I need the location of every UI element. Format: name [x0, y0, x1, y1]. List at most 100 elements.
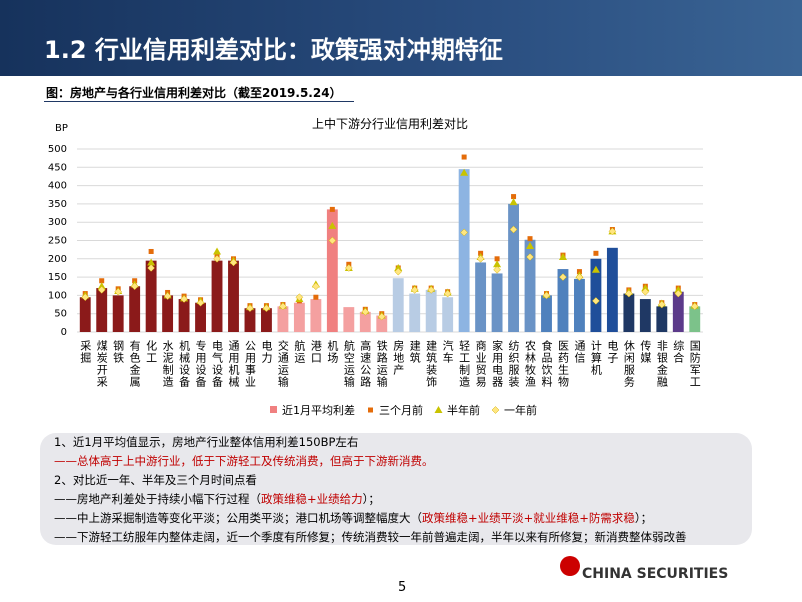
x-tick-label: 食品饮料	[540, 339, 553, 388]
x-tick-label: 采掘	[79, 340, 92, 364]
x-tick-label: 纺织服装	[507, 339, 520, 388]
marker-triangle	[394, 263, 403, 271]
bar	[524, 239, 536, 332]
bar	[326, 209, 338, 332]
text-segment: 政策维稳+业绩给力	[261, 492, 363, 506]
marker-square	[148, 248, 154, 254]
x-tick-label: 汽车	[441, 339, 454, 364]
x-tick-label: 铁路运输	[375, 340, 388, 388]
bar	[458, 169, 470, 332]
marker-diamond	[443, 289, 452, 298]
bar	[310, 299, 322, 332]
marker-diamond	[625, 289, 633, 298]
text-segment: ——中上游采掘制造等变化平淡；公用类平淡；港口机场等调整幅度大（	[54, 511, 422, 525]
bar	[541, 295, 552, 332]
bar	[392, 278, 404, 332]
bar	[475, 262, 487, 332]
marker-triangle	[328, 221, 337, 229]
marker-diamond	[147, 264, 155, 272]
x-tick-label: 专用设备	[194, 339, 207, 388]
y-tick-label: 200	[48, 254, 67, 265]
marker-diamond	[690, 302, 699, 311]
text-segment: 2、对比近一年、半年及三个月时间点看	[54, 473, 257, 487]
bar	[574, 278, 585, 332]
bar	[409, 293, 421, 332]
marker-square	[511, 194, 517, 200]
bar	[79, 297, 91, 332]
logo: CHINA SECURITIES	[582, 566, 729, 582]
bar	[244, 308, 256, 332]
marker-triangle	[558, 252, 567, 260]
marker-square	[99, 278, 105, 284]
bar	[672, 291, 684, 332]
x-tick-label: 建筑装饰	[425, 339, 438, 388]
marker-triangle	[509, 198, 518, 206]
text-line: ——中上游采掘制造等变化平淡；公用类平淡；港口机场等调整幅度大（政策维稳+业绩平…	[54, 509, 752, 528]
page-number: 5	[398, 580, 407, 595]
x-tick-label: 通信	[573, 340, 586, 364]
marker-triangle	[674, 285, 683, 293]
bar	[145, 260, 157, 332]
x-tick-label: 煤炭开采	[95, 340, 108, 388]
marker-diamond	[460, 228, 468, 237]
marker-triangle	[97, 282, 106, 290]
marker-diamond	[427, 286, 436, 294]
marker-triangle	[460, 168, 469, 176]
marker-diamond	[674, 289, 683, 298]
y-unit: BP	[55, 123, 68, 134]
marker-diamond	[476, 254, 485, 263]
x-tick-label: 计算机	[589, 340, 602, 376]
text-line: 2、对比近一年、半年及三个月时间点看	[54, 471, 752, 490]
x-tick-label: 公用事业	[243, 340, 256, 388]
marker-square	[313, 294, 319, 300]
rule	[44, 101, 354, 102]
text-line: ——房地产利差处于持续小幅下行过程（政策维稳+业绩给力）；	[54, 490, 752, 509]
y-tick-label: 400	[48, 181, 67, 192]
x-tick-label: 交通运输	[276, 339, 289, 388]
marker-diamond	[81, 293, 90, 302]
marker-triangle	[493, 260, 502, 268]
marker-square	[461, 154, 467, 160]
marker-triangle	[641, 284, 650, 292]
x-tick-label: 有色金属	[128, 339, 141, 388]
x-tick-label: 水泥制造	[161, 340, 174, 388]
marker-square	[368, 407, 373, 413]
y-tick-label: 500	[48, 144, 67, 155]
chart-title: 上中下游分行业信用利差对比	[312, 116, 468, 131]
y-tick-label: 0	[61, 327, 67, 338]
marker-diamond	[410, 286, 419, 294]
x-tick-label: 建筑	[408, 339, 421, 364]
x-tick-label: 钢铁	[112, 340, 125, 364]
x-tick-label: 航空运输	[342, 339, 355, 388]
bar	[606, 247, 618, 332]
y-tick-label: 300	[48, 217, 67, 228]
bar	[623, 293, 635, 332]
bar	[359, 311, 371, 332]
x-tick-label: 商业贸易	[474, 339, 487, 388]
x-tick-label: 医药生物	[556, 340, 569, 388]
x-tick-label: 化工	[145, 339, 158, 364]
x-tick-label: 传媒	[639, 340, 652, 364]
marker-diamond	[377, 312, 386, 321]
marker-triangle	[147, 258, 156, 266]
marker-diamond	[361, 308, 370, 316]
marker-diamond	[213, 254, 221, 263]
x-tick-label: 通用机械	[227, 340, 240, 388]
bar	[228, 260, 239, 332]
x-tick-label: 机械设备	[178, 339, 191, 388]
marker-diamond	[608, 227, 617, 236]
marker-diamond	[114, 287, 123, 296]
x-tick-label: 国防军工	[688, 340, 701, 388]
marker-diamond	[229, 258, 238, 267]
marker-triangle	[434, 406, 443, 413]
caption: 图：房地产与各行业信用利差对比（截至2019.5.24）	[46, 86, 342, 100]
marker-diamond	[509, 225, 518, 234]
marker-diamond	[279, 302, 287, 311]
marker-triangle	[526, 241, 535, 249]
chart: 上中下游分行业信用利差对比 BP 0 50 100 150 200 250 300 350 40…	[48, 116, 703, 417]
x-tick-label: 电力	[260, 340, 273, 364]
bar	[508, 203, 519, 332]
marker-diamond	[328, 236, 337, 245]
text-box: 1、近1月平均值显示，房地产行业整体信用利差150BP左右 ——总体高于上中游行业…	[40, 433, 752, 545]
